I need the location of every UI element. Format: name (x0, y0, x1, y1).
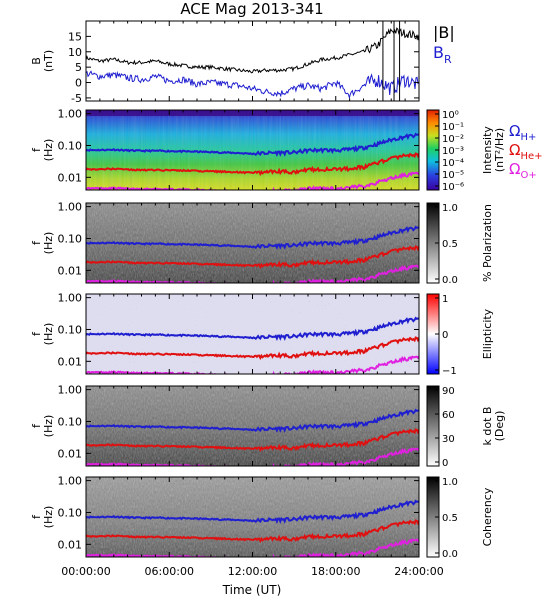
y-axis-label: f (30, 240, 43, 245)
y-tick-label: 0.10 (58, 232, 83, 245)
y-axis-label: f (30, 147, 43, 152)
y-axis-unit-label: (Hz) (42, 506, 55, 529)
y-axis-label: f (30, 331, 43, 336)
y-axis-label: B (30, 57, 43, 65)
colorbar-title: Intensity (481, 126, 494, 174)
legend-entry-b-r: BR (433, 43, 452, 66)
series-line-b-magnitude (86, 27, 419, 74)
series-line-b-r (86, 70, 419, 100)
colorbar-tick-label: 0.0 (442, 549, 458, 560)
y-tick-label: 15 (68, 30, 82, 43)
legend-entry-omega-o: ΩO+ (509, 160, 537, 181)
y-tick-label: 0.01 (58, 355, 83, 368)
x-tick-label: 06:00:00 (145, 565, 194, 578)
colorbar-tick-label: 0.5 (442, 513, 458, 524)
colorbar-tick-label: 90 (442, 386, 455, 397)
series-line-omega-h (86, 225, 419, 250)
colorbar-tick-label: 10⁻⁴ (442, 158, 464, 169)
y-tick-label: 1.00 (58, 475, 83, 488)
b-field-plot (86, 21, 419, 101)
legend-subscript: H+ (520, 132, 536, 143)
colorbar-tick-label: 1 (442, 294, 448, 305)
colorbar-kdotb (426, 385, 440, 467)
colorbar-unit: (Deg) (493, 411, 506, 442)
y-tick-label: 1.00 (58, 292, 83, 305)
series-line-omega-he (86, 519, 419, 544)
legend-subscript: He+ (520, 151, 542, 162)
y-tick-label: 0 (75, 77, 82, 90)
x-tick-label: 24:00:00 (394, 565, 443, 578)
colorbar-tick-label: 10⁻⁶ (442, 182, 464, 193)
colorbar-unit: (nT²/Hz) (493, 128, 506, 172)
colorbar-tick-label: 10⁻² (442, 134, 464, 145)
y-tick-label: 5 (75, 61, 82, 74)
series-line-omega-he (86, 152, 419, 177)
colorbar-tick-label: 0.5 (442, 239, 458, 250)
colorbar-title: % Polarization (481, 204, 494, 282)
series-line-omega-h (86, 499, 419, 524)
colorbar-title: Coherency (481, 487, 494, 546)
legend-subscript: O+ (520, 170, 536, 181)
y-tick-label: 0.10 (58, 139, 83, 152)
colorbar-tick-label: 0 (442, 458, 448, 469)
y-tick-label: 0.01 (58, 538, 83, 551)
series-line-omega-h (86, 316, 419, 341)
y-tick-label: 1.00 (58, 108, 83, 121)
x-axis-label: Time (UT) (222, 583, 282, 597)
legend-entry-b-magnitude: |B| (433, 23, 455, 42)
legend-subscript: R (444, 53, 452, 66)
colorbar-tick-label: 1.0 (442, 477, 458, 488)
chart-title: ACE Mag 2013-341 (180, 0, 323, 18)
y-axis-unit-label: (nT) (42, 50, 55, 72)
colorbar-tick-label: 0.0 (442, 275, 458, 286)
colorbar-tick-label: 60 (442, 410, 455, 421)
spectrogram-backgrounds (86, 110, 419, 557)
legend-entry-omega-he: ΩHe+ (509, 141, 543, 162)
series-line-omega-he (86, 336, 419, 361)
y-tick-label: 0.10 (58, 506, 83, 519)
x-tick-label: 12:00:00 (228, 565, 277, 578)
y-axis-unit-label: (Hz) (42, 139, 55, 162)
colorbar-title: k dot B (481, 407, 494, 446)
y-axis-unit-label: (Hz) (42, 323, 55, 346)
colorbar-tick-label: 0 (442, 330, 448, 341)
colorbar-tick-label: 10⁻⁵ (442, 170, 464, 181)
y-tick-label: 0.01 (58, 264, 83, 277)
y-tick-label: 0.01 (58, 447, 83, 460)
colorbar-title: Ellipticity (481, 308, 494, 359)
y-tick-label: 0.01 (58, 171, 83, 184)
colorbar-tick-label: 30 (442, 434, 455, 445)
colorbar-tick-label: −1 (442, 366, 457, 377)
series-line-omega-h (86, 408, 419, 433)
y-axis-unit-label: (Hz) (42, 415, 55, 438)
y-axis-label: f (30, 423, 43, 428)
y-tick-label: 1.00 (58, 201, 83, 214)
x-tick-label: 00:00:00 (61, 565, 110, 578)
colorbar-tick-label: 1.0 (442, 203, 458, 214)
colorbar-tick-label: 10⁰ (442, 110, 459, 121)
legend-entry-omega-h: ΩH+ (509, 122, 536, 143)
x-tick-label: 18:00:00 (311, 565, 360, 578)
y-tick-label: 0.10 (58, 323, 83, 336)
y-tick-label: 0.10 (58, 415, 83, 428)
colorbar-tick-label: 10⁻¹ (442, 122, 464, 133)
colorbar-tick-label: 10⁻³ (442, 146, 464, 157)
series-line-omega-he (86, 428, 419, 453)
y-tick-label: 10 (68, 46, 82, 59)
y-axis-label: f (30, 514, 43, 519)
y-tick-label: 1.00 (58, 384, 83, 397)
y-tick-label: -5 (71, 92, 82, 105)
series-line-omega-h (86, 132, 419, 157)
series-line-omega-he (86, 245, 419, 270)
y-axis-unit-label: (Hz) (42, 232, 55, 255)
